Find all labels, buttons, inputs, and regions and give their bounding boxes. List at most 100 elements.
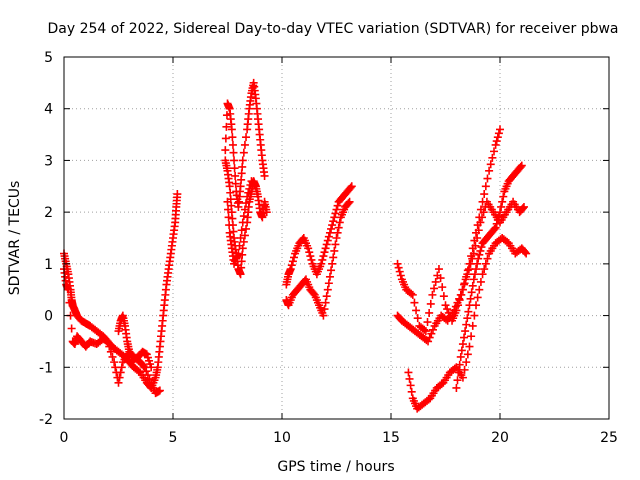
data-point bbox=[251, 182, 260, 191]
data-point bbox=[473, 234, 482, 242]
data-point bbox=[478, 270, 487, 279]
data-point bbox=[328, 259, 337, 268]
data-point bbox=[346, 183, 355, 192]
plot-frame bbox=[63, 56, 610, 420]
data-point bbox=[517, 161, 526, 170]
data-point bbox=[467, 288, 476, 297]
data-point bbox=[478, 213, 487, 222]
data-point bbox=[462, 320, 471, 329]
data-point bbox=[454, 368, 463, 377]
y-tick-label: 4 bbox=[44, 102, 53, 118]
data-point bbox=[488, 153, 497, 162]
data-point bbox=[486, 160, 495, 169]
data-point bbox=[393, 259, 402, 268]
data-point bbox=[318, 255, 327, 264]
data-point bbox=[242, 199, 251, 208]
data-point bbox=[288, 257, 297, 266]
data-point bbox=[443, 305, 452, 314]
data-point bbox=[115, 373, 124, 382]
data-point bbox=[245, 184, 254, 193]
data-point bbox=[344, 199, 353, 208]
data-point bbox=[143, 371, 152, 380]
data-point bbox=[145, 374, 154, 383]
series-segment-d-middle bbox=[393, 197, 528, 346]
data-point bbox=[465, 301, 474, 310]
data-point bbox=[479, 208, 488, 217]
data-point bbox=[234, 249, 243, 258]
data-point bbox=[327, 266, 336, 275]
data-point bbox=[228, 140, 237, 149]
data-point bbox=[470, 311, 479, 320]
data-point bbox=[455, 360, 464, 369]
x-tick-label: 5 bbox=[169, 430, 178, 446]
data-point bbox=[458, 373, 467, 382]
data-point bbox=[250, 180, 259, 189]
data-point bbox=[494, 129, 503, 138]
data-point bbox=[421, 327, 430, 336]
data-point bbox=[468, 281, 477, 290]
y-tick-label: 5 bbox=[44, 50, 53, 66]
data-point bbox=[476, 246, 485, 255]
data-point bbox=[458, 285, 467, 294]
data-point bbox=[438, 283, 447, 292]
data-point bbox=[319, 311, 328, 320]
data-point bbox=[441, 301, 450, 310]
data-point bbox=[242, 133, 251, 142]
data-point bbox=[457, 346, 466, 355]
data-point bbox=[468, 321, 477, 330]
data-point bbox=[243, 192, 252, 201]
data-point bbox=[406, 381, 415, 390]
data-point bbox=[224, 205, 233, 214]
data-point bbox=[347, 182, 356, 191]
data-point bbox=[222, 122, 231, 131]
data-point bbox=[430, 284, 439, 293]
data-point bbox=[516, 162, 525, 171]
y-axis-label: SDTVAR / TECUs bbox=[7, 181, 23, 296]
data-point bbox=[499, 192, 508, 201]
data-point bbox=[304, 244, 313, 253]
data-point bbox=[493, 215, 502, 224]
data-point bbox=[322, 292, 331, 301]
data-point bbox=[289, 253, 298, 262]
data-point bbox=[483, 174, 492, 183]
data-point bbox=[453, 376, 462, 385]
data-point bbox=[428, 290, 437, 299]
data-point bbox=[491, 223, 500, 232]
data-point bbox=[236, 234, 245, 242]
data-point bbox=[320, 305, 329, 314]
data-point bbox=[425, 333, 434, 342]
data-point bbox=[173, 190, 182, 199]
data-point bbox=[465, 342, 474, 351]
data-point bbox=[492, 137, 501, 146]
data-point bbox=[450, 306, 459, 315]
data-point bbox=[423, 318, 432, 327]
data-point bbox=[106, 347, 115, 356]
data-point bbox=[332, 234, 341, 242]
data-point bbox=[460, 333, 469, 342]
data-point bbox=[491, 140, 500, 149]
data-point bbox=[332, 205, 341, 214]
x-axis: 0 5 10 15 20 25 bbox=[60, 57, 618, 446]
data-point bbox=[481, 182, 490, 191]
data-point bbox=[260, 171, 269, 180]
data-point bbox=[424, 337, 433, 346]
data-point bbox=[305, 248, 314, 257]
data-point bbox=[240, 205, 249, 214]
data-point bbox=[64, 285, 73, 294]
series-segment-d-rise bbox=[452, 161, 526, 392]
data-point bbox=[408, 290, 417, 299]
data-point bbox=[331, 209, 340, 218]
series-segment-b-upper bbox=[221, 78, 269, 211]
data-point bbox=[456, 290, 465, 299]
data-point bbox=[224, 213, 233, 222]
data-point bbox=[492, 219, 501, 228]
data-point bbox=[239, 212, 248, 221]
data-point bbox=[434, 265, 443, 274]
data-point bbox=[410, 298, 419, 307]
data-point bbox=[221, 134, 230, 143]
data-point bbox=[231, 179, 240, 188]
data-point bbox=[407, 387, 416, 396]
data-point bbox=[476, 218, 485, 227]
data-point bbox=[460, 280, 469, 289]
data-point bbox=[230, 156, 239, 165]
